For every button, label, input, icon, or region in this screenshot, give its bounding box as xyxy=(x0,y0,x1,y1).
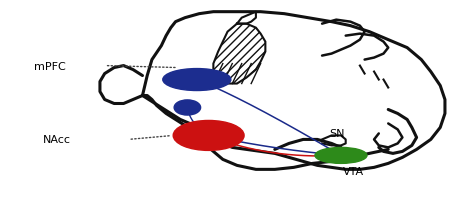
Ellipse shape xyxy=(315,148,367,164)
Text: mPFC: mPFC xyxy=(34,61,65,71)
Text: NAcc: NAcc xyxy=(43,135,71,145)
Polygon shape xyxy=(213,25,265,84)
Ellipse shape xyxy=(163,69,231,91)
Ellipse shape xyxy=(174,100,201,115)
Ellipse shape xyxy=(173,121,244,151)
Text: SN: SN xyxy=(329,129,345,139)
Text: VTA: VTA xyxy=(343,167,365,176)
